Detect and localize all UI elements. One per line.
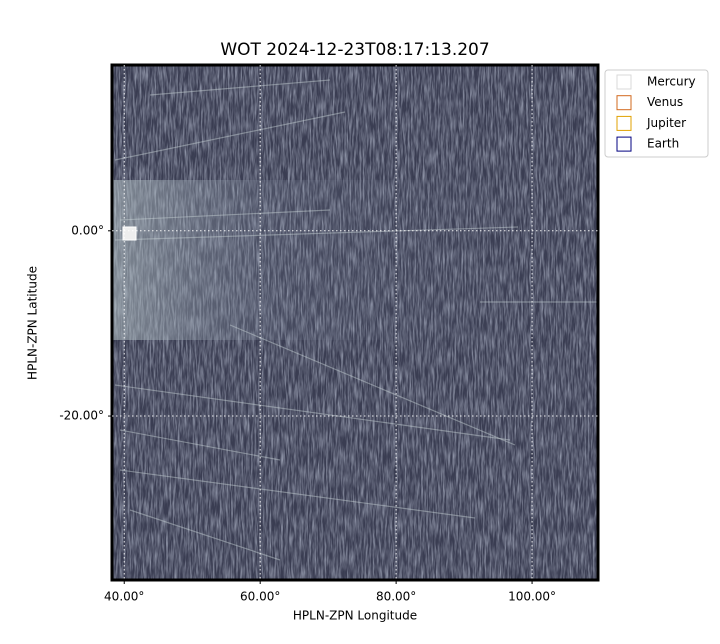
legend-label: Jupiter bbox=[646, 116, 686, 130]
y-axis-label: HPLN-ZPN Latitude bbox=[26, 266, 40, 380]
legend-label: Venus bbox=[647, 95, 683, 109]
legend: Mercury Venus Jupiter Earth bbox=[604, 69, 709, 158]
x-tick-label: 80.00° bbox=[376, 590, 416, 604]
legend-label: Mercury bbox=[647, 75, 696, 89]
x-axis-label: HPLN-ZPN Longitude bbox=[293, 609, 417, 623]
legend-swatch bbox=[616, 115, 632, 131]
chart-title: WOT 2024-12-23T08:17:13.207 bbox=[220, 40, 489, 60]
x-tick-label: 60.00° bbox=[240, 590, 280, 604]
sky-image bbox=[110, 63, 600, 582]
legend-swatch bbox=[616, 136, 632, 152]
y-tick-label: 0.00° bbox=[71, 223, 104, 237]
x-tick-label: 100.00° bbox=[508, 590, 556, 604]
legend-swatch bbox=[616, 95, 632, 111]
x-tick-label: 40.00° bbox=[104, 590, 144, 604]
legend-swatch bbox=[616, 74, 632, 90]
y-tick-label: -20.00° bbox=[59, 409, 104, 423]
legend-box bbox=[604, 69, 709, 158]
legend-label: Earth bbox=[647, 137, 679, 151]
